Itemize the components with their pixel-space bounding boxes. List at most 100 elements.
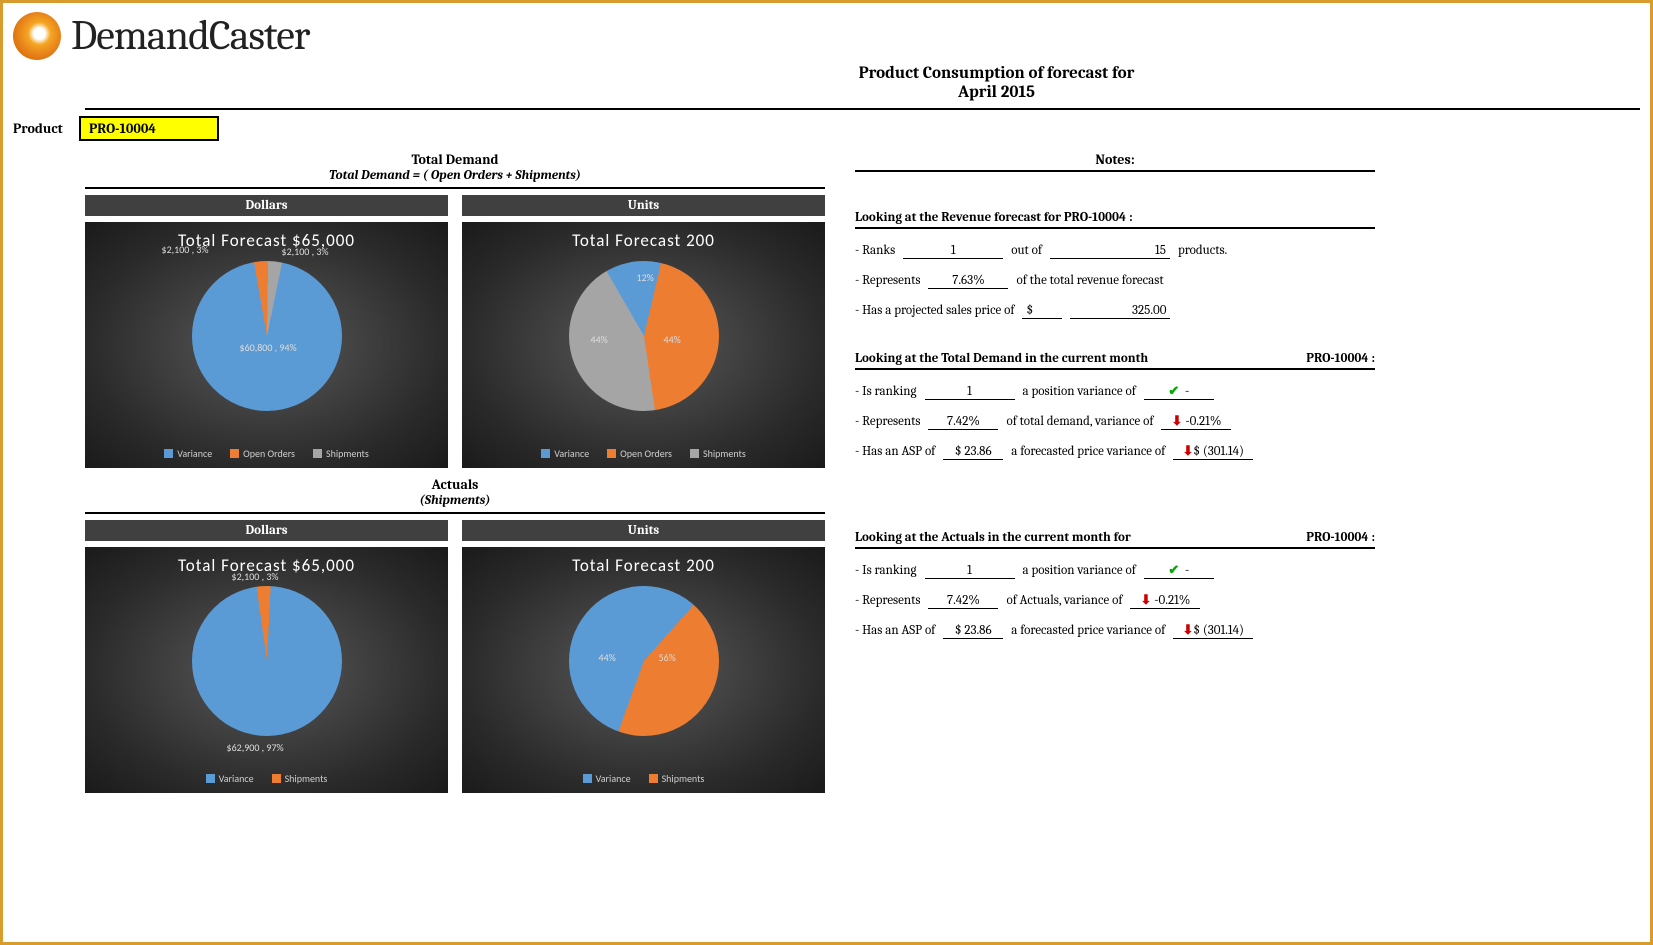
legend-open-orders: Open Orders [620,447,672,460]
asp-variance: $ (301.14) [1193,623,1244,638]
actuals-subtitle: (Shipments) [85,493,825,508]
dollars-header: Dollars [85,520,448,541]
label: - Is ranking [855,384,917,399]
slice-label: 56% [659,651,676,664]
units-header: Units [462,520,825,541]
label: - Has an ASP of [855,623,935,638]
slice-label: 12% [637,271,654,284]
rank-value: 1 [925,563,1015,579]
legend-variance: Variance [596,772,631,785]
pie-wrap: 56% 44% [569,586,719,736]
logo-icon [13,12,61,60]
price-value: 325.00 [1070,303,1170,319]
label: of Actuals, variance of [1006,593,1122,608]
note-line: - Represents 7.42% of total demand, vari… [855,414,1375,430]
represents-pct: 7.63% [928,273,1008,289]
logo-row: DemandCaster [13,11,1640,60]
asp-val: $ 23.86 [943,444,1003,460]
label: out of [1011,243,1042,258]
variance-val: - [1185,384,1189,399]
legend-shipments: Shipments [326,447,369,460]
label: - Ranks [855,243,895,258]
legend: Variance Shipments [462,772,825,785]
notes-title: Notes: [855,151,1375,172]
revenue-head: Looking at the Revenue forecast for PRO-… [855,210,1375,229]
label: a position variance of [1023,563,1136,578]
demand-head: Looking at the Total Demand in the curre… [855,351,1375,370]
label: - Has a projected sales price of [855,303,1014,318]
product-code-box[interactable]: PRO-10004 [79,116,219,141]
code: PRO-10004 : [1306,351,1375,366]
act-units-col: Units Total Forecast 200 56% 44% Varianc… [462,520,825,793]
chart-title: Total Forecast 200 [462,547,825,576]
label: - Represents [855,273,920,288]
section-rule [85,512,825,514]
note-line: - Has an ASP of $ 23.86 a forecasted pri… [855,444,1375,460]
legend-variance: Variance [219,772,254,785]
label: of total demand, variance of [1006,414,1153,429]
chart-title: Total Forecast $65,000 [85,222,448,251]
actuals-title: Actuals [85,476,825,493]
legend-shipments: Shipments [662,772,705,785]
slice-label: $2,100 , 3% [232,570,279,583]
label: a position variance of [1023,384,1136,399]
asp-val: $ 23.86 [943,623,1003,639]
dollars-header: Dollars [85,195,448,216]
legend-open-orders: Open Orders [243,447,295,460]
title-line1: Product Consumption of forecast for [353,64,1640,83]
td-dollars-chart: Total Forecast $65,000 $2,100 , 3% $2,10… [85,222,448,468]
variance-val: -0.21% [1154,593,1190,608]
label: a forecasted price variance of [1011,444,1165,459]
legend-shipments: Shipments [703,447,746,460]
slice-label: 44% [591,333,608,346]
pie-wrap: 12% 44% 44% [569,261,719,411]
note-line: - Represents 7.63% of the total revenue … [855,273,1375,289]
label: Looking at the Actuals in the current mo… [855,530,1131,545]
label: - Has an ASP of [855,444,935,459]
td-charts-row: Dollars Total Forecast $65,000 $2,100 , … [85,195,825,468]
act-units-chart: Total Forecast 200 56% 44% Variance Ship… [462,547,825,793]
slice-label: $60,800 , 94% [240,341,297,354]
notes-column: Notes: Looking at the Revenue forecast f… [855,151,1375,793]
total-demand-title: Total Demand [85,151,825,168]
down-arrow-icon: ⬇ [1182,444,1193,459]
left-column: Total Demand Total Demand = ( Open Order… [85,151,825,793]
units-header: Units [462,195,825,216]
label: - Represents [855,414,920,429]
actuals-head: Looking at the Actuals in the current mo… [855,530,1375,549]
note-line: - Is ranking 1 a position variance of ✔ … [855,563,1375,579]
slice-label: 44% [599,651,616,664]
td-units-col: Units Total Forecast 200 12% 44% 44% Var… [462,195,825,468]
slice-label: $2,100 , 3% [282,245,329,258]
act-dollars-col: Dollars Total Forecast $65,000 $2,100 , … [85,520,448,793]
down-arrow-icon: ⬇ [1140,593,1151,608]
pie-wrap: $2,100 , 3% $2,100 , 3% $60,800 , 94% [192,261,342,411]
legend-variance: Variance [554,447,589,460]
currency: $ [1022,303,1062,319]
report-title: Product Consumption of forecast for Apri… [353,64,1640,102]
represents-pct: 7.42% [928,414,998,430]
label: of the total revenue forecast [1016,273,1163,288]
label: products. [1178,243,1227,258]
note-line: - Has a projected sales price of $ 325.0… [855,303,1375,319]
rank-value: 1 [925,384,1015,400]
logo-text: DemandCaster [71,11,309,60]
pie-wrap: $2,100 , 3% $62,900 , 97% [192,586,342,736]
pie-chart [192,586,342,736]
slice-label: 44% [664,333,681,346]
asp-variance: $ (301.14) [1193,444,1244,459]
main-content: Total Demand Total Demand = ( Open Order… [85,151,1640,793]
total-products: 15 [1050,243,1170,259]
variance-val: - [1185,563,1189,578]
title-line2: April 2015 [353,83,1640,102]
label: Looking at the Total Demand in the curre… [855,351,1148,366]
pie-chart [569,586,719,736]
td-dollars-col: Dollars Total Forecast $65,000 $2,100 , … [85,195,448,468]
code: PRO-10004 : [1306,530,1375,545]
label: - Represents [855,593,920,608]
legend-shipments: Shipments [285,772,328,785]
chart-title: Total Forecast 200 [462,222,825,251]
slice-label: $2,100 , 3% [162,243,209,256]
legend: Variance Shipments [85,772,448,785]
product-row: Product PRO-10004 [13,116,1640,141]
